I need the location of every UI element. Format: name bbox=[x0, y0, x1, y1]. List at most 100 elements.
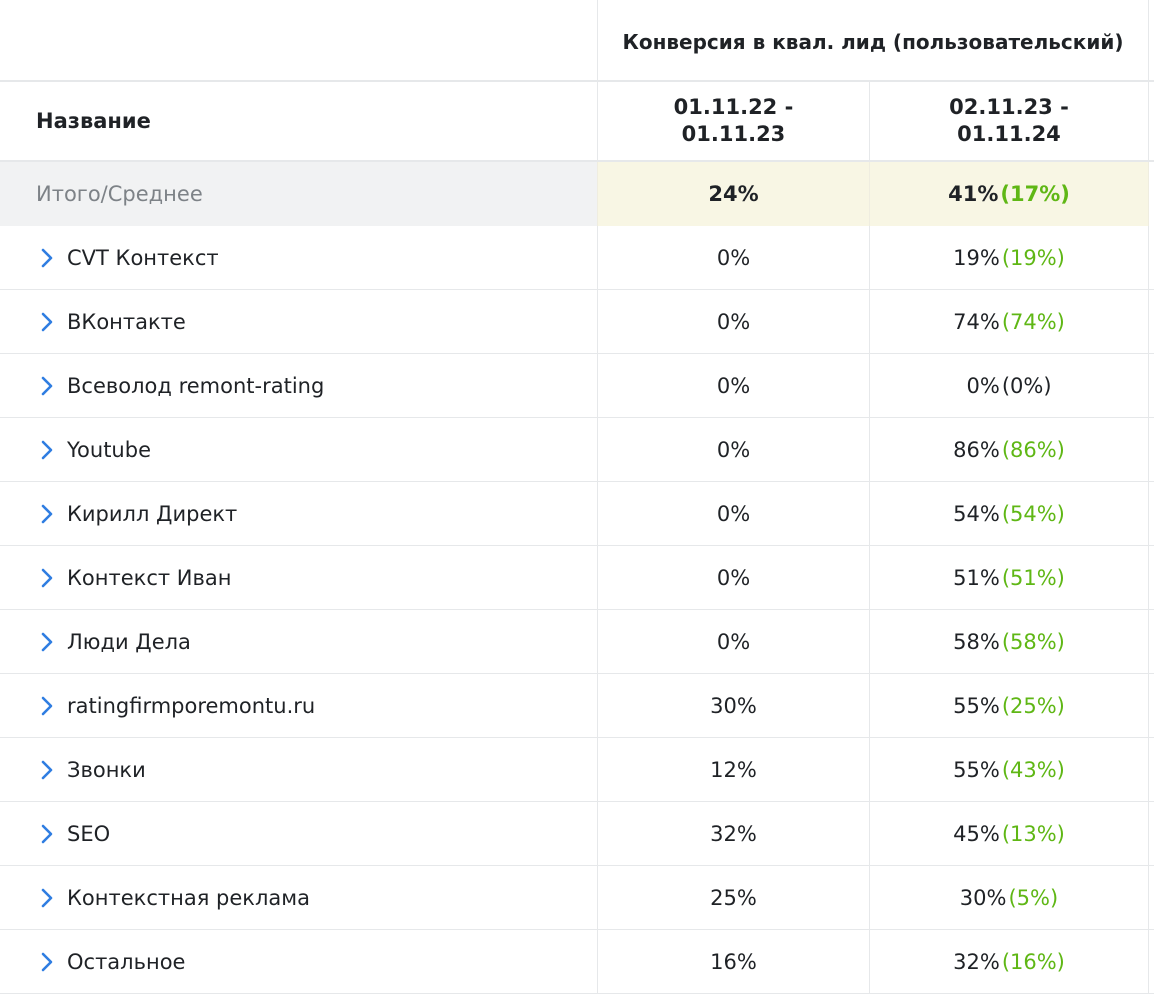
period-2-label: 02.11.23 - 01.11.24 bbox=[949, 95, 1069, 146]
row-period-2-value: 45% (13%) bbox=[869, 802, 1149, 865]
row-p1-text: 0% bbox=[716, 501, 751, 526]
row-period-1-value: 0% bbox=[597, 354, 869, 417]
row-p1-text: 30% bbox=[710, 693, 757, 718]
row-p2-text: 45% bbox=[953, 821, 1000, 846]
row-period-1-value: 16% bbox=[597, 930, 869, 993]
row-p1-text: 0% bbox=[716, 245, 751, 270]
column-header-name[interactable]: Название bbox=[36, 109, 151, 133]
chevron-right-icon[interactable] bbox=[36, 503, 58, 525]
row-p2-text: 0% bbox=[966, 373, 1000, 398]
row-delta: (86%) bbox=[1001, 437, 1065, 462]
column-header-period-2[interactable]: 02.11.23 - 01.11.24 bbox=[869, 82, 1149, 160]
row-delta: (25%) bbox=[1001, 693, 1065, 718]
row-p1-text: 0% bbox=[716, 629, 751, 654]
row-p2-text: 30% bbox=[959, 885, 1007, 910]
row-name[interactable]: Люди Дела bbox=[67, 629, 191, 654]
row-name-cell: Контекст Иван bbox=[0, 546, 597, 609]
table-row[interactable]: Контекстная реклама 25% 30% (5%) bbox=[0, 866, 1154, 930]
row-period-2-value: 51% (51%) bbox=[869, 546, 1149, 609]
chevron-right-icon[interactable] bbox=[36, 823, 58, 845]
row-p2-text: 19% bbox=[953, 245, 1000, 270]
row-period-2-value: 55% (43%) bbox=[869, 738, 1149, 801]
row-p2-text: 55% bbox=[953, 693, 1000, 718]
chevron-right-icon[interactable] bbox=[36, 951, 58, 973]
row-p2-text: 51% bbox=[953, 565, 1000, 590]
column-header-period-1[interactable]: 01.11.22 - 01.11.23 bbox=[597, 82, 869, 160]
row-name[interactable]: Звонки bbox=[67, 757, 146, 782]
row-name[interactable]: ratingfirmporemontu.ru bbox=[67, 693, 316, 718]
table-row[interactable]: ratingfirmporemontu.ru 30% 55% (25%) bbox=[0, 674, 1154, 738]
row-p2-text: 32% bbox=[953, 949, 1000, 974]
chevron-right-icon[interactable] bbox=[36, 887, 58, 909]
chevron-right-icon[interactable] bbox=[36, 567, 58, 589]
row-delta: (0%) bbox=[1001, 373, 1052, 398]
table-row[interactable]: Люди Дела 0% 58% (58%) bbox=[0, 610, 1154, 674]
row-delta: (74%) bbox=[1001, 309, 1065, 334]
row-period-2-value: 58% (58%) bbox=[869, 610, 1149, 673]
chevron-right-icon[interactable] bbox=[36, 311, 58, 333]
chevron-right-icon[interactable] bbox=[36, 375, 58, 397]
row-period-1-value: 12% bbox=[597, 738, 869, 801]
row-p1-text: 12% bbox=[710, 757, 757, 782]
total-delta: (17%) bbox=[1000, 182, 1070, 206]
row-name[interactable]: Контекст Иван bbox=[67, 565, 232, 590]
row-delta: (16%) bbox=[1001, 949, 1065, 974]
row-period-2-value: 54% (54%) bbox=[869, 482, 1149, 545]
row-name[interactable]: Контекстная реклама bbox=[67, 885, 310, 910]
row-name[interactable]: Всеволод remont-rating bbox=[67, 373, 325, 398]
row-name-cell: Youtube bbox=[0, 418, 597, 481]
table-row[interactable]: Кирилл Директ 0% 54% (54%) bbox=[0, 482, 1154, 546]
table-row[interactable]: Youtube 0% 86% (86%) bbox=[0, 418, 1154, 482]
row-name-cell: Звонки bbox=[0, 738, 597, 801]
row-name-cell: Остальное bbox=[0, 930, 597, 993]
row-period-2-value: 30% (5%) bbox=[869, 866, 1149, 929]
table-row[interactable]: Контекст Иван 0% 51% (51%) bbox=[0, 546, 1154, 610]
row-p1-text: 16% bbox=[710, 949, 757, 974]
total-row: Итого/Среднее 24% 41% (17%) bbox=[0, 162, 1154, 226]
row-delta: (51%) bbox=[1001, 565, 1065, 590]
row-period-1-value: 0% bbox=[597, 418, 869, 481]
row-p1-text: 32% bbox=[710, 821, 757, 846]
metric-group-header[interactable]: Конверсия в квал. лид (пользовательский) bbox=[597, 0, 1149, 80]
table-row[interactable]: ВКонтакте 0% 74% (74%) bbox=[0, 290, 1154, 354]
row-p1-text: 0% bbox=[716, 565, 751, 590]
table-row[interactable]: Остальное 16% 32% (16%) bbox=[0, 930, 1154, 994]
row-delta: (43%) bbox=[1001, 757, 1065, 782]
row-name[interactable]: Youtube bbox=[67, 437, 151, 462]
row-period-1-value: 0% bbox=[597, 546, 869, 609]
chevron-right-icon[interactable] bbox=[36, 695, 58, 717]
row-name[interactable]: Кирилл Директ bbox=[67, 501, 238, 526]
table-row[interactable]: SEO 32% 45% (13%) bbox=[0, 802, 1154, 866]
row-delta: (13%) bbox=[1001, 821, 1065, 846]
header-columns-row: Название 01.11.22 - 01.11.23 02.11.23 - … bbox=[0, 82, 1154, 162]
period-1-label: 01.11.22 - 01.11.23 bbox=[673, 95, 794, 146]
chevron-right-icon[interactable] bbox=[36, 247, 58, 269]
row-name-cell: ВКонтакте bbox=[0, 290, 597, 353]
row-period-1-value: 25% bbox=[597, 866, 869, 929]
row-name[interactable]: ВКонтакте bbox=[67, 309, 186, 334]
chevron-right-icon[interactable] bbox=[36, 631, 58, 653]
row-p1-text: 0% bbox=[716, 437, 751, 462]
row-period-2-value: 55% (25%) bbox=[869, 674, 1149, 737]
row-period-1-value: 0% bbox=[597, 226, 869, 289]
row-period-1-value: 0% bbox=[597, 482, 869, 545]
chevron-right-icon[interactable] bbox=[36, 439, 58, 461]
row-name[interactable]: Остальное bbox=[67, 949, 186, 974]
row-name-cell: CVT Контекст bbox=[0, 226, 597, 289]
total-label: Итого/Среднее bbox=[0, 162, 597, 226]
row-delta: (5%) bbox=[1008, 885, 1059, 910]
chevron-right-icon[interactable] bbox=[36, 759, 58, 781]
row-delta: (19%) bbox=[1001, 245, 1065, 270]
header-empty-cell bbox=[0, 0, 597, 80]
header-group-row: Конверсия в квал. лид (пользовательский) bbox=[0, 0, 1154, 82]
table-row[interactable]: Звонки 12% 55% (43%) bbox=[0, 738, 1154, 802]
table-row[interactable]: Всеволод remont-rating 0% 0% (0%) bbox=[0, 354, 1154, 418]
row-delta: (54%) bbox=[1001, 501, 1065, 526]
row-name[interactable]: SEO bbox=[67, 821, 111, 846]
row-period-1-value: 30% bbox=[597, 674, 869, 737]
table-row[interactable]: CVT Контекст 0% 19% (19%) bbox=[0, 226, 1154, 290]
row-name[interactable]: CVT Контекст bbox=[67, 245, 219, 270]
total-p1-text: 24% bbox=[708, 182, 759, 206]
row-name-cell: Всеволод remont-rating bbox=[0, 354, 597, 417]
